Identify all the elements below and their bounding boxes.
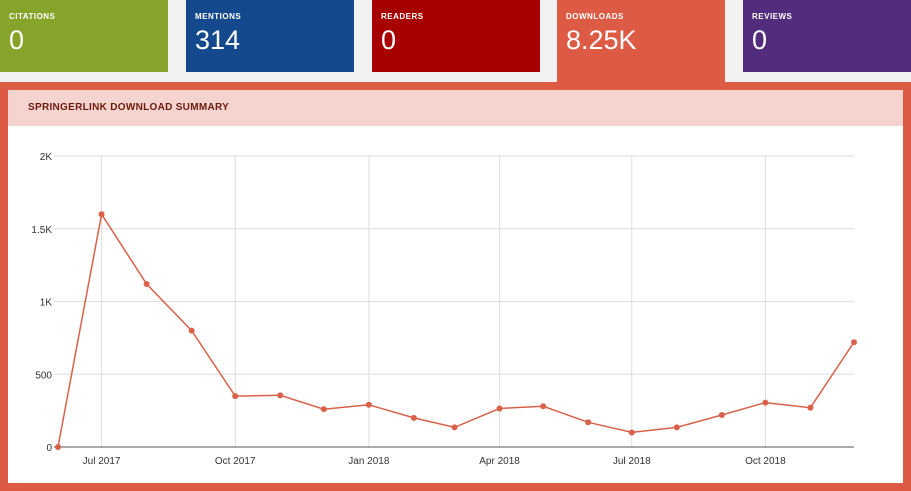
x-tick-label: Jul 2017 xyxy=(83,456,121,467)
series-line xyxy=(57,212,855,448)
data-point xyxy=(496,405,503,412)
data-point xyxy=(320,406,327,413)
data-point xyxy=(98,211,105,218)
tab-label: CITATIONS xyxy=(9,12,56,21)
data-point xyxy=(851,339,857,346)
tab-value: 0 xyxy=(381,25,397,55)
data-point xyxy=(540,403,547,410)
tab-readers[interactable]: READERS 0 xyxy=(372,0,540,72)
x-tick-label: Jan 2018 xyxy=(348,456,390,467)
y-tick-label: 500 xyxy=(35,370,52,381)
tab-mentions[interactable]: MENTIONS 314 xyxy=(186,0,354,72)
tab-label: DOWNLOADS xyxy=(566,12,624,21)
panel-title: SPRINGERLINK DOWNLOAD SUMMARY xyxy=(28,102,230,113)
x-tick-label: Jul 2018 xyxy=(613,456,651,467)
data-point xyxy=(365,401,372,408)
tab-value: 314 xyxy=(195,25,241,55)
y-tick-label: 0 xyxy=(46,443,52,454)
data-point xyxy=(762,399,769,406)
y-tick-label: 1K xyxy=(40,298,53,309)
y-tick-label: 2K xyxy=(40,152,53,163)
y-tick-label: 1.5K xyxy=(31,225,52,236)
x-tick-label: Oct 2018 xyxy=(745,456,786,467)
downloads-panel: SPRINGERLINK DOWNLOAD SUMMARY 0 500 1K 1.5K… xyxy=(0,82,911,491)
x-tick-label: Apr 2018 xyxy=(479,456,520,467)
data-point xyxy=(232,393,239,400)
data-point xyxy=(628,429,635,436)
tab-label: READERS xyxy=(381,12,424,21)
data-point xyxy=(451,424,458,431)
tab-label: MENTIONS xyxy=(195,12,242,21)
data-point xyxy=(585,419,592,426)
data-point xyxy=(188,327,195,334)
data-point xyxy=(410,414,417,421)
panel-header: SPRINGERLINK DOWNLOAD SUMMARY xyxy=(8,90,903,126)
tab-citations[interactable]: CITATIONS 0 xyxy=(0,0,168,72)
tab-label: REVIEWS xyxy=(752,12,793,21)
tab-value: 0 xyxy=(9,25,25,55)
data-point xyxy=(718,411,725,418)
x-tick-label: Oct 2017 xyxy=(215,456,256,467)
tab-value: 8.25K xyxy=(566,25,637,55)
tab-downloads[interactable]: DOWNLOADS 8.25K xyxy=(557,0,725,84)
panel-body: SPRINGERLINK DOWNLOAD SUMMARY 0 500 1K 1.5K… xyxy=(8,90,903,483)
tab-value: 0 xyxy=(752,25,768,55)
tab-reviews[interactable]: REVIEWS 0 xyxy=(743,0,911,72)
data-point xyxy=(807,404,814,411)
data-point xyxy=(143,281,150,288)
data-point xyxy=(277,392,284,399)
downloads-line-chart: 0 500 1K 1.5K 2K Jul 2017 Oct 2017 Jan 2018 Apr … xyxy=(31,152,857,467)
data-point xyxy=(673,424,680,431)
data-point xyxy=(55,444,61,450)
